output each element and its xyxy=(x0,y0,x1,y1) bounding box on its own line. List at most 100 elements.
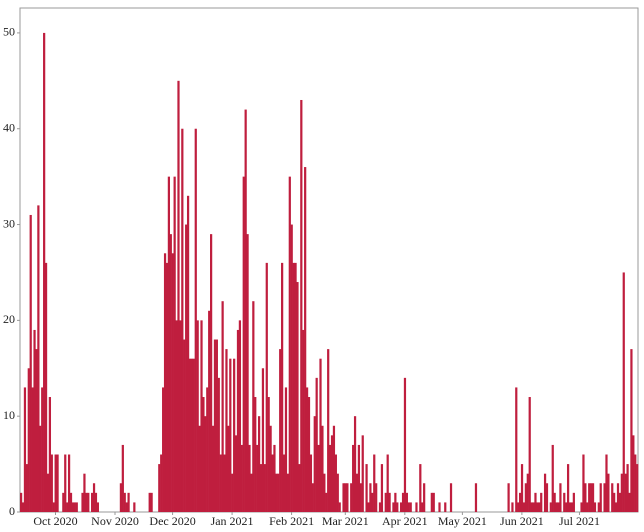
bar xyxy=(150,492,153,512)
bar xyxy=(71,502,75,512)
bar xyxy=(83,473,86,512)
bar xyxy=(46,473,50,512)
bar xyxy=(206,387,209,512)
bar xyxy=(409,502,412,512)
bar xyxy=(570,502,574,512)
bar xyxy=(96,502,99,512)
bar xyxy=(584,483,587,512)
bar xyxy=(227,425,230,512)
bar xyxy=(432,492,435,512)
y-tick-label: 10 xyxy=(3,408,15,422)
bar xyxy=(415,502,418,512)
bar xyxy=(353,416,357,512)
bar xyxy=(323,473,326,512)
bar xyxy=(265,262,268,512)
bar xyxy=(421,502,424,512)
bar xyxy=(357,444,361,512)
bar xyxy=(588,483,591,512)
bar xyxy=(27,368,30,512)
bar xyxy=(401,492,405,512)
bar xyxy=(566,464,570,512)
bar xyxy=(181,128,184,512)
bar xyxy=(367,502,370,512)
bar xyxy=(392,502,395,512)
bar xyxy=(371,492,374,512)
bar xyxy=(165,262,169,512)
bar xyxy=(242,176,245,512)
bar xyxy=(528,397,531,512)
bar xyxy=(286,473,289,512)
bar xyxy=(223,454,226,512)
bar xyxy=(231,473,234,512)
bar xyxy=(167,176,171,512)
bar xyxy=(248,444,251,512)
bar xyxy=(175,320,178,512)
bar xyxy=(568,502,572,512)
bar xyxy=(365,464,368,512)
bar xyxy=(85,492,88,512)
bar xyxy=(158,464,161,512)
bar xyxy=(94,492,98,512)
bar xyxy=(396,502,399,512)
bar xyxy=(62,492,65,512)
bar xyxy=(37,205,40,512)
bar xyxy=(538,502,541,512)
bar xyxy=(380,464,384,512)
bar xyxy=(626,464,629,512)
bar xyxy=(256,444,259,512)
bar xyxy=(545,483,549,512)
bar xyxy=(288,176,291,512)
bar xyxy=(563,492,566,512)
bar xyxy=(330,435,334,512)
bar xyxy=(44,262,48,512)
bar xyxy=(373,454,376,512)
bar xyxy=(582,454,585,512)
bar xyxy=(522,502,526,512)
bar xyxy=(611,483,614,512)
bar xyxy=(188,358,192,512)
bar xyxy=(444,502,447,512)
bar xyxy=(148,492,151,512)
bar xyxy=(591,483,595,512)
bar xyxy=(196,320,199,512)
x-tick-label: Oct 2020 xyxy=(33,514,77,528)
bar xyxy=(590,483,593,512)
bar xyxy=(572,492,575,512)
bar xyxy=(634,454,637,512)
bar xyxy=(296,282,299,512)
bar xyxy=(200,320,203,512)
bar xyxy=(75,502,78,512)
bar xyxy=(229,358,232,512)
bar xyxy=(321,425,324,512)
bar xyxy=(284,387,288,512)
bar xyxy=(215,339,218,512)
bar xyxy=(388,492,391,512)
bar xyxy=(31,387,34,512)
bar xyxy=(41,387,44,512)
bar xyxy=(269,425,272,512)
bar xyxy=(319,358,322,512)
bar xyxy=(384,492,387,512)
bar xyxy=(309,454,313,512)
bar xyxy=(305,387,309,512)
bar xyxy=(119,483,123,512)
bar xyxy=(185,224,188,512)
bar xyxy=(557,502,560,512)
bar xyxy=(52,502,55,512)
x-tick-label: Feb 2021 xyxy=(269,514,314,528)
bar xyxy=(162,387,165,512)
bar xyxy=(236,329,240,512)
bar xyxy=(338,502,341,512)
bar xyxy=(234,435,238,512)
bar xyxy=(279,349,282,512)
bar xyxy=(580,502,583,512)
bar xyxy=(394,492,397,512)
bar xyxy=(614,502,618,512)
bar xyxy=(186,195,190,512)
bar xyxy=(307,397,311,512)
bar xyxy=(282,454,286,512)
bar xyxy=(620,473,623,512)
bar xyxy=(81,492,84,512)
bar xyxy=(300,99,303,512)
bar xyxy=(317,444,320,512)
